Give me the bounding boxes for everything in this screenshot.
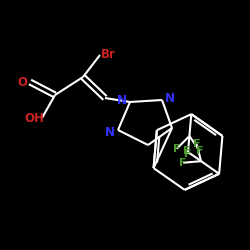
Text: F: F bbox=[193, 139, 200, 149]
Text: F: F bbox=[173, 144, 180, 154]
Text: F: F bbox=[180, 158, 187, 168]
Text: F: F bbox=[182, 146, 190, 156]
Text: F: F bbox=[196, 146, 203, 156]
Text: O: O bbox=[17, 76, 27, 88]
Text: Br: Br bbox=[100, 48, 116, 62]
Text: OH: OH bbox=[24, 112, 44, 124]
Text: N: N bbox=[117, 94, 127, 106]
Text: N: N bbox=[105, 126, 115, 138]
Text: N: N bbox=[165, 92, 175, 104]
Text: F: F bbox=[184, 149, 192, 159]
